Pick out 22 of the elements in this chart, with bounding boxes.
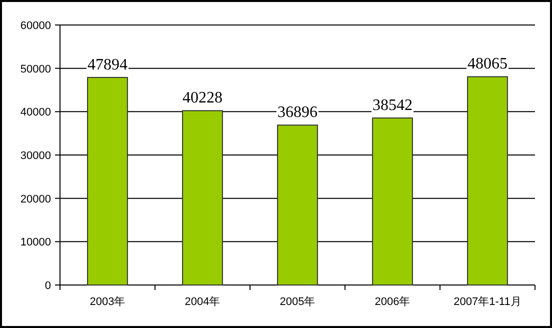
y-tick-label: 50000 xyxy=(20,63,51,76)
x-tick-label: 2003年 xyxy=(90,296,126,308)
y-tick-label: 40000 xyxy=(20,106,51,119)
data-label: 40228 xyxy=(182,90,222,107)
y-tick-label: 0 xyxy=(44,280,51,292)
y-tick-label: 10000 xyxy=(20,236,51,249)
y-tick-label: 60000 xyxy=(20,20,51,32)
bar xyxy=(277,124,318,286)
data-label: 38542 xyxy=(372,96,412,114)
bar xyxy=(87,76,128,286)
x-tick-label: 2004年 xyxy=(184,296,220,308)
y-tick-label: 30000 xyxy=(20,150,51,162)
y-tick-label: 20000 xyxy=(20,193,51,206)
x-tick-label: 2007年1-11月 xyxy=(454,296,522,308)
bar xyxy=(467,76,508,286)
x-tick-label: 2006年 xyxy=(374,296,410,308)
data-label: 36896 xyxy=(278,104,318,122)
data-label: 47894 xyxy=(88,56,128,74)
x-tick-label: 2005年 xyxy=(280,296,316,308)
bar xyxy=(372,117,413,286)
data-label: 48065 xyxy=(468,56,508,73)
bar xyxy=(182,110,223,286)
